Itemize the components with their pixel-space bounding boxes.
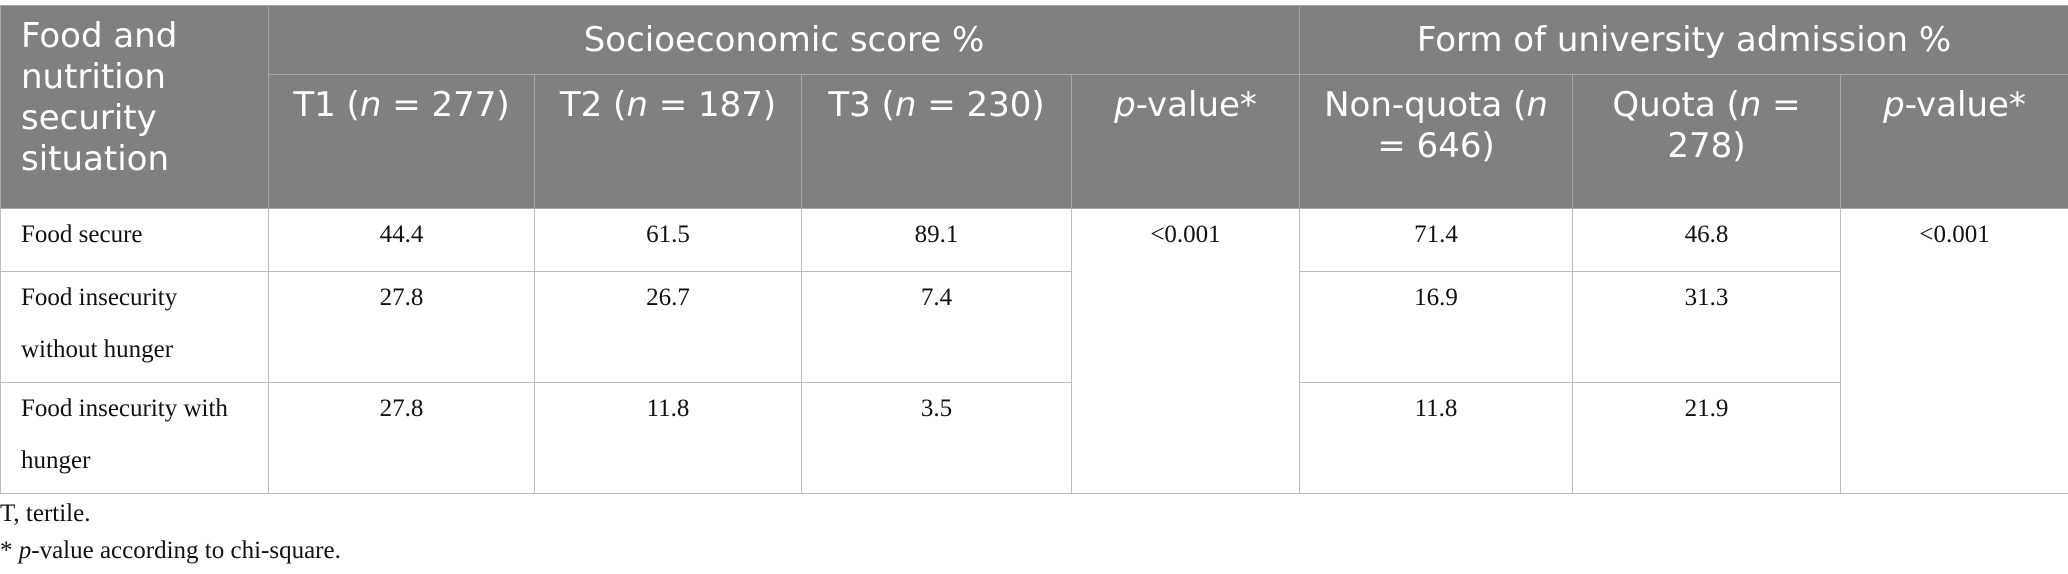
text-segment: p xyxy=(1883,85,1905,125)
column-header: T3 (n = 230) xyxy=(801,74,1072,209)
text-segment: T, tertile. xyxy=(0,500,91,527)
value-cell: 7.4 xyxy=(801,271,1072,383)
header-cell: Food and nutrition security situation xyxy=(0,5,269,209)
text-segment: -value* xyxy=(1135,85,1257,125)
group-header: Form of university admission % xyxy=(1299,5,2068,75)
table-row: Food insecurity with hunger 27.8 11.8 3.5 11… xyxy=(0,382,2068,494)
text-segment: = 646) xyxy=(1377,126,1495,166)
footnote: T, tertile. xyxy=(0,495,341,532)
value-cell: 27.8 xyxy=(268,271,535,383)
text-segment: Non-quota ( xyxy=(1324,85,1527,125)
column-header: T1 (n = 277) xyxy=(268,74,535,209)
header-row: T1 (n = 277) T2 (n = 187) T3 (n = 230) p-va… xyxy=(1,74,2068,209)
value-cell: 31.3 xyxy=(1572,271,1842,383)
text-segment: -value* xyxy=(1904,85,2026,125)
value-cell: 11.8 xyxy=(1299,382,1574,494)
text-segment: = 230) xyxy=(916,85,1045,125)
text-segment: n xyxy=(1739,85,1762,125)
table-row: Food secure 44.4 61.5 89.1 <0.001 71.4 46.8 <0.… xyxy=(0,208,2068,494)
text-segment: n xyxy=(626,85,648,125)
footnotes: T, tertile. * p-value according to chi-sq… xyxy=(0,495,341,569)
text-segment: -value according to chi-square. xyxy=(31,537,341,564)
table-row: Food insecurity without hunger 27.8 26.7 7.… xyxy=(0,271,2068,383)
value-cell: 21.9 xyxy=(1572,382,1842,494)
p-value-cell: <0.001 xyxy=(1840,208,2068,494)
column-header: p-value* xyxy=(1070,74,1301,209)
value-cell: 89.1 xyxy=(801,208,1072,272)
column-header: p-value* xyxy=(1840,74,2068,209)
value-cell: 26.7 xyxy=(534,271,802,383)
text-segment: p xyxy=(18,537,32,564)
column-header: T2 (n = 187) xyxy=(534,74,802,209)
row-label: Food secure xyxy=(0,208,269,272)
column-header: Non-quota (n = 646) xyxy=(1299,74,1574,209)
text-segment: T3 ( xyxy=(828,85,895,125)
value-cell: 71.4 xyxy=(1299,208,1574,272)
group-header: Socioeconomic score % xyxy=(267,5,1301,75)
text-segment: n xyxy=(894,85,917,125)
text-segment: * xyxy=(0,537,19,564)
text-segment: Quota ( xyxy=(1612,85,1740,125)
value-cell: 46.8 xyxy=(1572,208,1842,272)
text-segment: n xyxy=(1526,85,1548,125)
header-row: Food and nutrition security situation Soc… xyxy=(0,5,2068,209)
value-cell: 16.9 xyxy=(1299,271,1574,383)
value-cell: 27.8 xyxy=(268,382,535,494)
text-segment: T1 ( xyxy=(293,85,360,125)
value-cell: 44.4 xyxy=(268,208,535,272)
footnote: * p-value according to chi-square. xyxy=(0,532,341,569)
text-segment: = 277) xyxy=(381,85,510,125)
text-segment: n xyxy=(359,85,382,125)
data-table: Food and nutrition security situation Soc… xyxy=(0,5,2068,494)
value-cell: 11.8 xyxy=(534,382,802,494)
text-segment: T2 ( xyxy=(559,85,627,125)
column-header: Quota (n = 278) xyxy=(1572,74,1842,209)
text-segment: = 187) xyxy=(647,85,777,125)
row-label: Food insecurity with hunger xyxy=(0,382,269,494)
text-segment: p xyxy=(1114,85,1136,125)
text-segment: = 278) xyxy=(1667,85,1801,166)
value-cell: 3.5 xyxy=(801,382,1072,494)
row-label: Food insecurity without hunger xyxy=(0,271,269,383)
value-cell: 61.5 xyxy=(534,208,802,272)
p-value-cell: <0.001 xyxy=(1070,208,1301,494)
